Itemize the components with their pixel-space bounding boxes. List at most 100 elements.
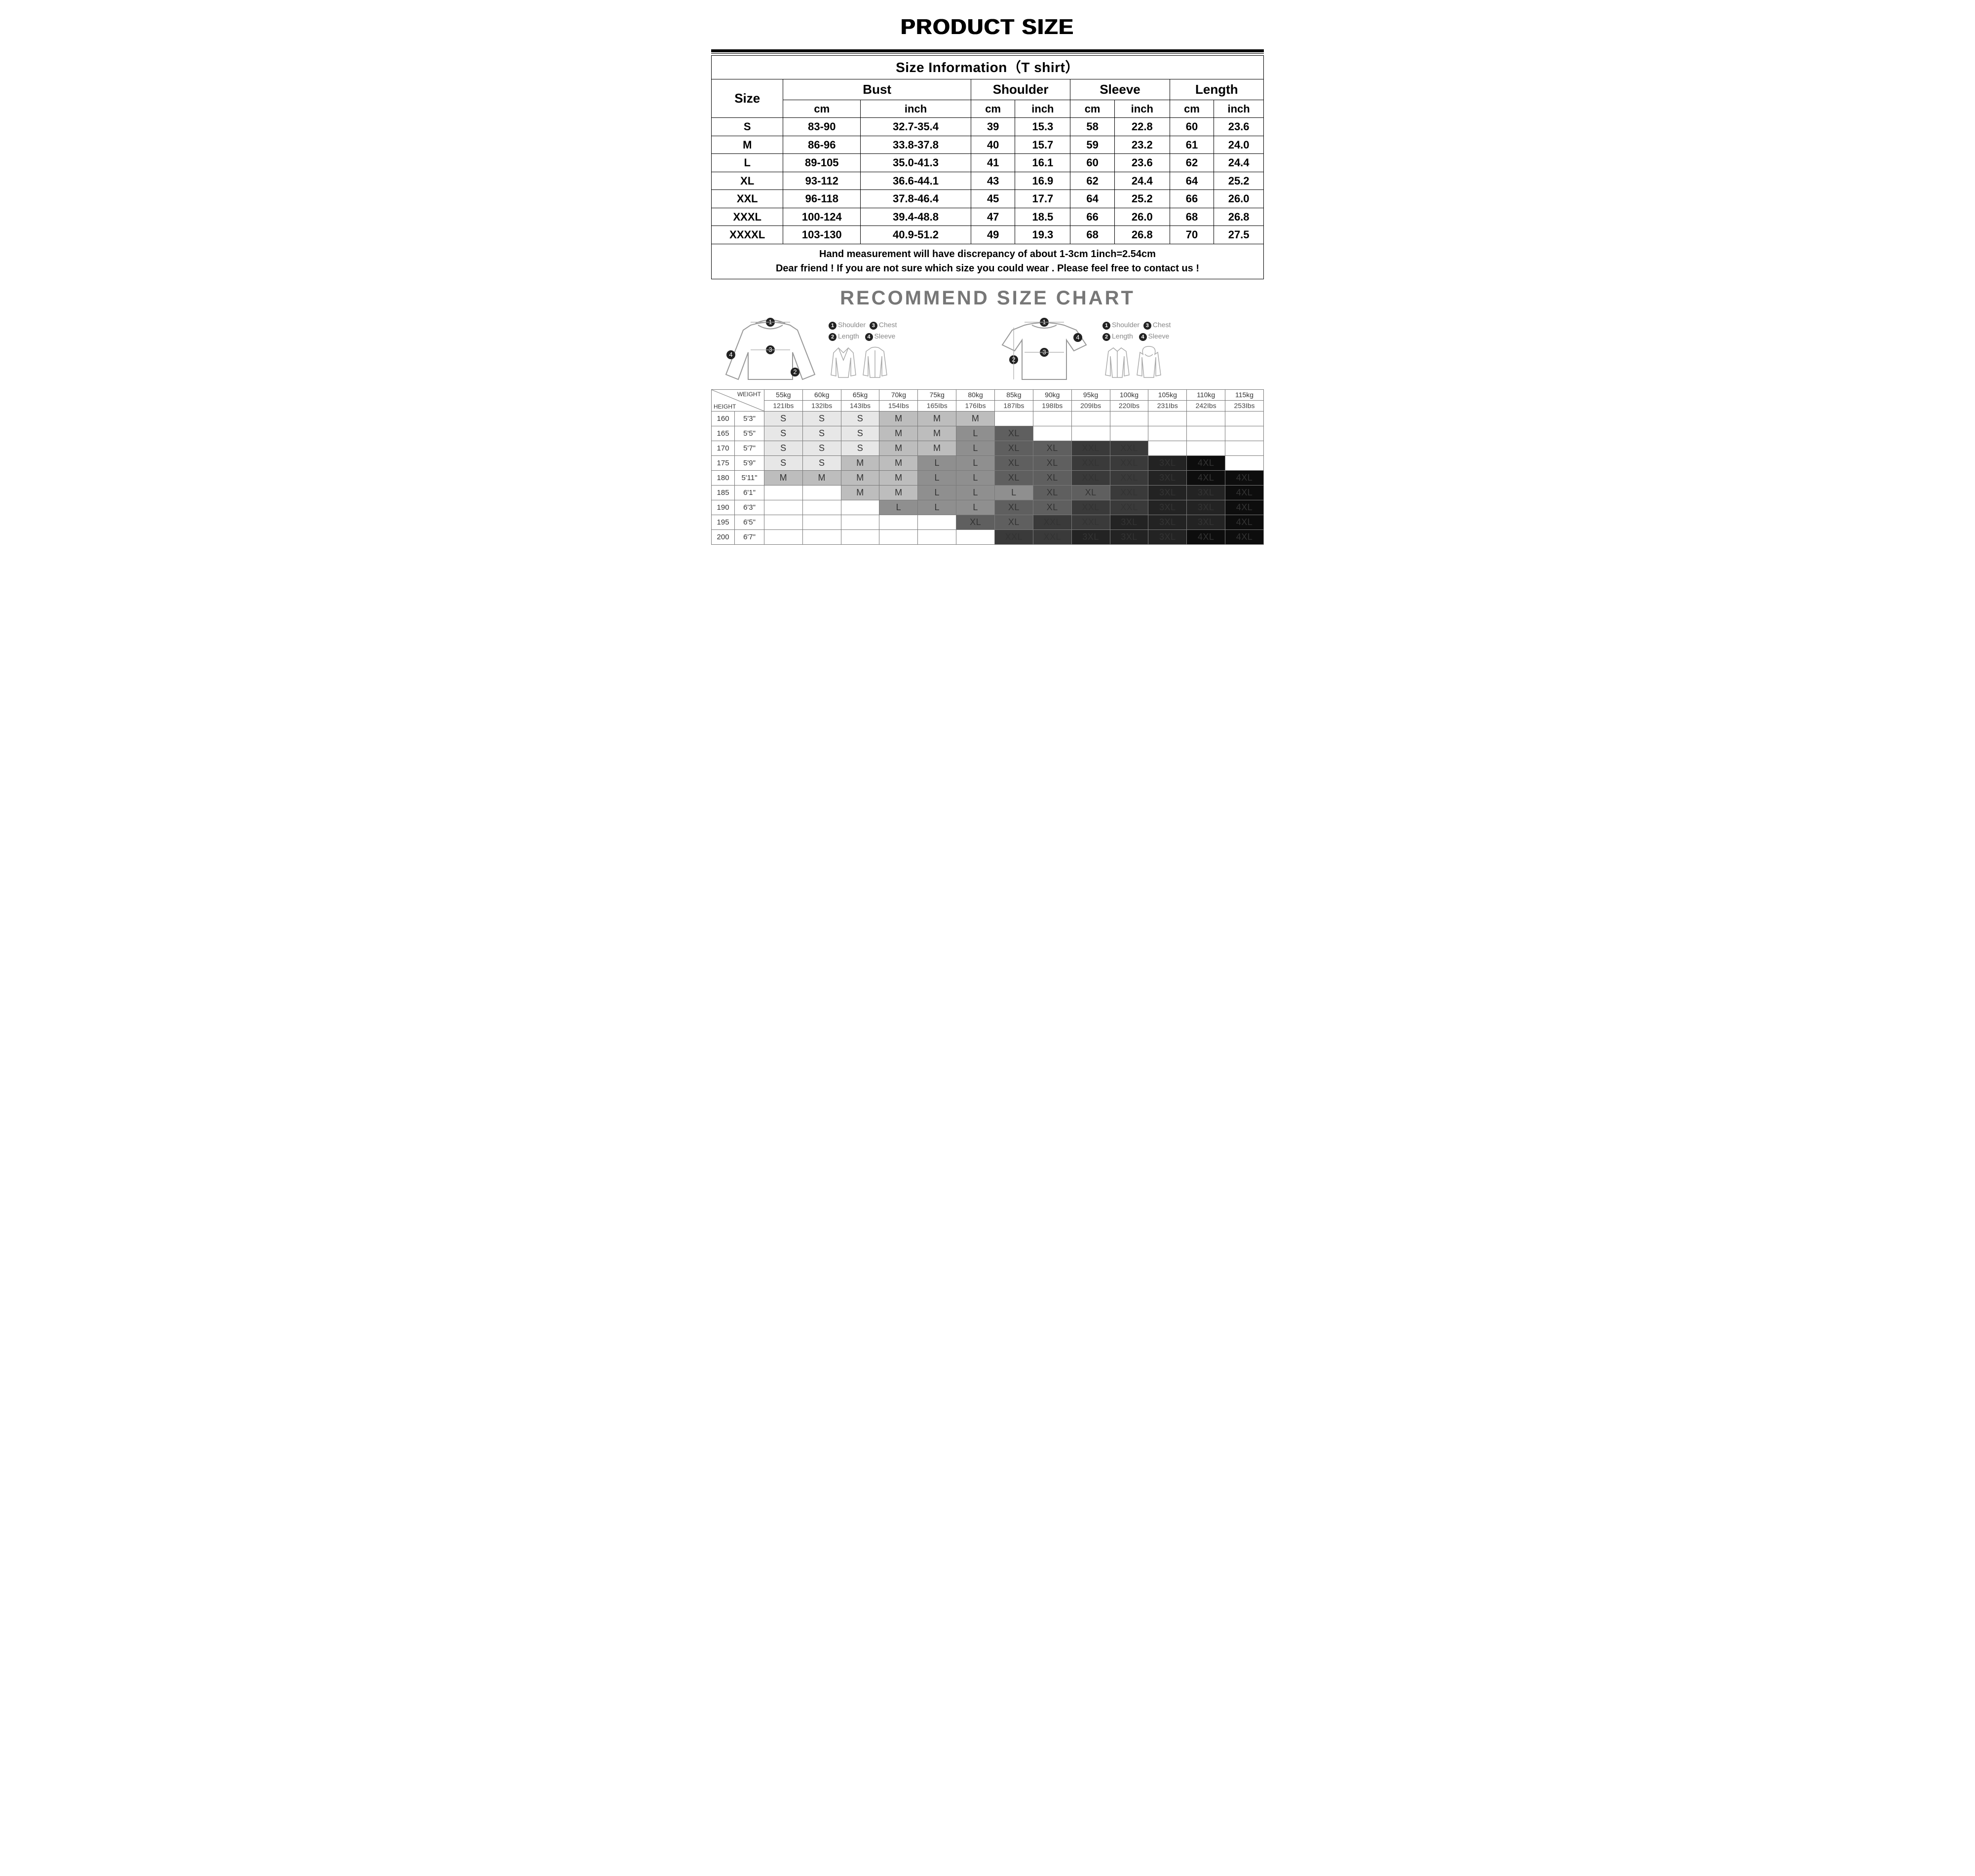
reco-cell: [918, 515, 956, 529]
reco-cell: 3XL: [1148, 500, 1187, 515]
reco-cell: M: [879, 441, 918, 455]
weight-lbs-cell: 132Ibs: [802, 400, 841, 411]
size-cell: 33.8-37.8: [861, 136, 971, 154]
height-ft-cell: 5'9": [735, 455, 764, 470]
reco-cell: XXL: [1110, 441, 1148, 455]
size-cell: 16.9: [1015, 172, 1070, 190]
weight-kg-cell: 95kg: [1071, 389, 1110, 400]
reco-cell: [1033, 426, 1071, 441]
reco-cell: [1071, 411, 1110, 426]
size-cell: 83-90: [783, 118, 861, 136]
reco-cell: M: [918, 411, 956, 426]
weight-kg-cell: 110kg: [1187, 389, 1225, 400]
size-cell: 66: [1170, 190, 1214, 208]
reco-cell: S: [764, 455, 802, 470]
reco-cell: S: [802, 411, 841, 426]
size-cell: 17.7: [1015, 190, 1070, 208]
weight-lbs-cell: 187Ibs: [995, 400, 1033, 411]
reco-cell: [1110, 411, 1148, 426]
reco-cell: S: [802, 441, 841, 455]
reco-cell: 4XL: [1225, 529, 1264, 544]
reco-cell: M: [841, 470, 879, 485]
weight-kg-cell: 80kg: [956, 389, 995, 400]
reco-cell: XXL: [1110, 500, 1148, 515]
height-ft-cell: 5'5": [735, 426, 764, 441]
col-length: Length: [1170, 79, 1263, 100]
svg-text:2: 2: [793, 368, 797, 375]
weight-lbs-cell: 121Ibs: [764, 400, 802, 411]
reco-cell: 4XL: [1187, 529, 1225, 544]
reco-cell: M: [841, 485, 879, 500]
reco-cell: [1225, 411, 1264, 426]
weight-kg-cell: 90kg: [1033, 389, 1071, 400]
reco-cell: XXL: [1110, 470, 1148, 485]
reco-cell: L: [956, 426, 995, 441]
reco-cell: M: [918, 441, 956, 455]
size-cell: 19.3: [1015, 226, 1070, 244]
height-cm-cell: 180: [712, 470, 735, 485]
size-cell: 61: [1170, 136, 1214, 154]
weight-kg-cell: 105kg: [1148, 389, 1187, 400]
height-cm-cell: 200: [712, 529, 735, 544]
reco-cell: XL: [956, 515, 995, 529]
reco-cell: [918, 529, 956, 544]
reco-cell: 3XL: [1148, 485, 1187, 500]
reco-cell: M: [879, 470, 918, 485]
reco-cell: 3XL: [1187, 485, 1225, 500]
weight-lbs-cell: 165Ibs: [918, 400, 956, 411]
reco-cell: 3XL: [1187, 500, 1225, 515]
weight-lbs-cell: 231Ibs: [1148, 400, 1187, 411]
diagram-legend: 1Shoulder 3Chest 2Length 4Sleeve: [1102, 319, 1171, 380]
reco-cell: [1148, 411, 1187, 426]
reco-cell: [879, 515, 918, 529]
size-cell: 68: [1170, 208, 1214, 226]
size-cell: 15.7: [1015, 136, 1070, 154]
weight-lbs-cell: 220Ibs: [1110, 400, 1148, 411]
size-cell: XL: [712, 172, 783, 190]
reco-cell: XL: [995, 515, 1033, 529]
size-cell: 86-96: [783, 136, 861, 154]
size-info-title: Size Information（T shirt）: [712, 56, 1264, 79]
reco-cell: L: [956, 441, 995, 455]
reco-cell: XXL: [1071, 500, 1110, 515]
reco-cell: 3XL: [1148, 455, 1187, 470]
reco-cell: [841, 500, 879, 515]
weight-kg-cell: 55kg: [764, 389, 802, 400]
reco-cell: M: [879, 411, 918, 426]
size-cell: 43: [971, 172, 1015, 190]
weight-lbs-cell: 209Ibs: [1071, 400, 1110, 411]
size-cell: 89-105: [783, 154, 861, 172]
reco-cell: 3XL: [1148, 470, 1187, 485]
reco-cell: [764, 485, 802, 500]
reco-cell: [802, 515, 841, 529]
size-cell: 37.8-46.4: [861, 190, 971, 208]
page-title: PRODUCT SIZE: [711, 15, 1264, 39]
height-ft-cell: 6'3": [735, 500, 764, 515]
unit-in: inch: [1015, 100, 1070, 118]
reco-cell: S: [841, 441, 879, 455]
reco-cell: M: [841, 455, 879, 470]
reco-cell: XL: [1033, 500, 1071, 515]
size-cell: 70: [1170, 226, 1214, 244]
reco-cell: [1225, 455, 1264, 470]
reco-cell: M: [879, 455, 918, 470]
size-cell: 40.9-51.2: [861, 226, 971, 244]
reco-cell: [1148, 441, 1187, 455]
size-cell: 23.6: [1214, 118, 1264, 136]
reco-cell: M: [879, 426, 918, 441]
size-cell: 26.8: [1214, 208, 1264, 226]
height-ft-cell: 5'3": [735, 411, 764, 426]
weight-kg-cell: 115kg: [1225, 389, 1264, 400]
weight-lbs-cell: 198Ibs: [1033, 400, 1071, 411]
reco-cell: 4XL: [1187, 455, 1225, 470]
svg-text:4: 4: [729, 351, 732, 358]
reco-cell: [802, 529, 841, 544]
height-cm-cell: 195: [712, 515, 735, 529]
height-ft-cell: 5'11": [735, 470, 764, 485]
reco-cell: XXL: [1033, 515, 1071, 529]
reco-cell: [1148, 426, 1187, 441]
height-cm-cell: 185: [712, 485, 735, 500]
size-cell: 23.2: [1114, 136, 1170, 154]
reco-cell: M: [879, 485, 918, 500]
reco-cell: XXL: [1071, 441, 1110, 455]
